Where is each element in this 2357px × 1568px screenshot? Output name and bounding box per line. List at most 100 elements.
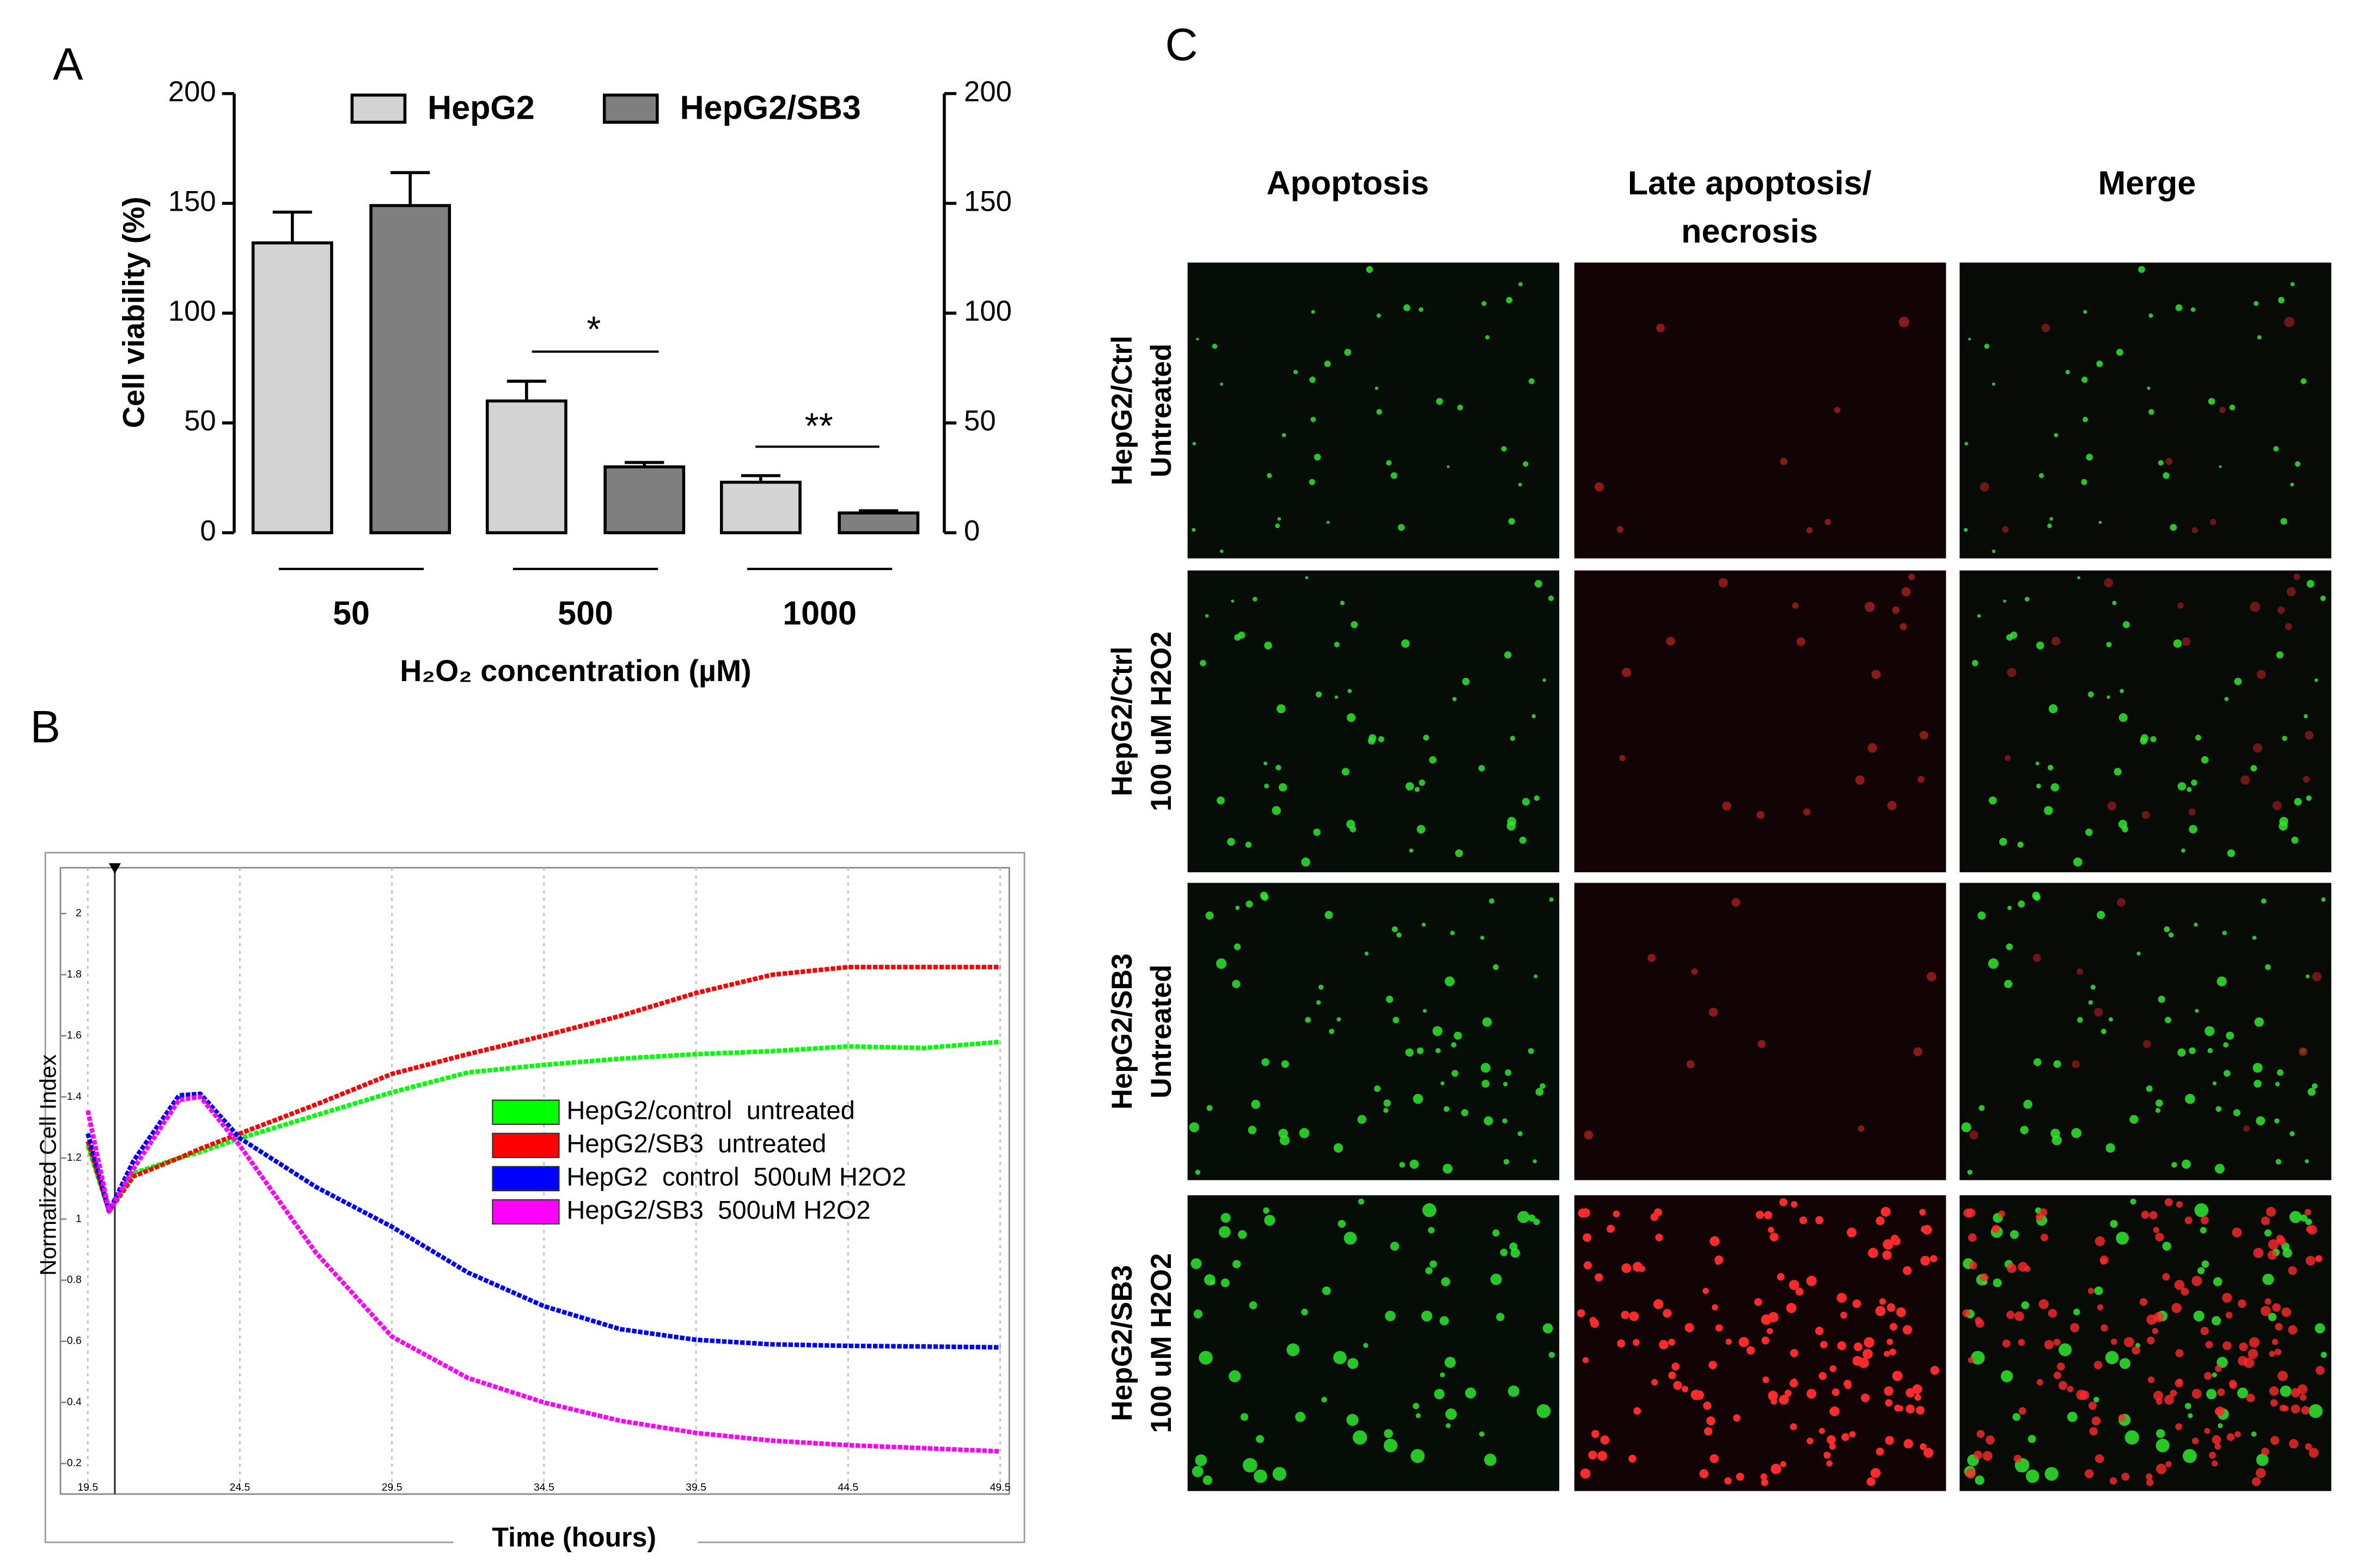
green-cell xyxy=(2156,1099,2163,1107)
green-cell xyxy=(2023,1100,2032,1109)
red-cell xyxy=(1733,1414,1741,1422)
green-cell xyxy=(1218,1226,1231,1238)
red-cell xyxy=(2041,323,2050,333)
green-cell xyxy=(1256,1435,1264,1443)
red-cell xyxy=(2175,1349,2184,1357)
red-cell xyxy=(2153,1391,2163,1401)
green-cell xyxy=(1428,1227,1435,1234)
green-cell xyxy=(1351,621,1358,628)
green-cell xyxy=(1316,1000,1321,1005)
green-cell xyxy=(1344,1232,1357,1245)
green-cell xyxy=(2200,1227,2207,1234)
green-cell xyxy=(2021,1301,2030,1309)
green-cell xyxy=(1405,782,1414,791)
red-cell xyxy=(2277,1237,2286,1246)
green-cell xyxy=(2306,580,2315,588)
red-cell xyxy=(2253,1247,2264,1258)
green-cell xyxy=(2083,310,2087,314)
row-label: HepG2/Ctrl xyxy=(1106,646,1138,796)
green-cell xyxy=(1421,922,1426,927)
green-cell xyxy=(1264,783,1269,788)
green-cell xyxy=(2116,1232,2129,1245)
legend-label: HepG2/SB3 500uM H2O2 xyxy=(566,1195,870,1224)
green-cell xyxy=(1272,806,1281,815)
red-cell xyxy=(1868,1247,1878,1258)
green-cell xyxy=(1272,1467,1287,1481)
green-cell xyxy=(2035,761,2040,765)
green-cell xyxy=(2215,1106,2222,1112)
green-cell xyxy=(1440,1372,1445,1377)
green-cell xyxy=(1504,651,1512,659)
red-cell xyxy=(1686,1060,1695,1068)
green-cell xyxy=(2275,1159,2281,1165)
red-cell xyxy=(1580,1468,1591,1479)
red-cell xyxy=(2094,1007,2103,1017)
red-cell xyxy=(1724,1477,1732,1485)
green-cell xyxy=(2171,1162,2177,1168)
red-cell xyxy=(1764,1211,1773,1220)
green-cell xyxy=(2158,995,2165,1003)
green-cell xyxy=(1386,460,1392,466)
red-cell xyxy=(1861,1393,1870,1402)
green-cell xyxy=(1441,1277,1450,1287)
red-cell xyxy=(2002,526,2009,533)
green-cell xyxy=(2252,1063,2263,1073)
red-cell xyxy=(1884,1386,1894,1396)
red-cell xyxy=(2305,1255,2316,1266)
green-cell xyxy=(2189,1047,2196,1055)
green-cell xyxy=(2119,1358,2130,1369)
y2-tick-label: 150 xyxy=(964,185,1012,217)
green-cell xyxy=(1293,370,1298,375)
red-cell xyxy=(1666,636,1675,646)
green-cell xyxy=(1503,1159,1510,1165)
red-cell xyxy=(2288,1325,2298,1335)
red-cell xyxy=(1776,1273,1785,1281)
green-cell xyxy=(1528,378,1535,384)
green-cell xyxy=(2081,479,2087,485)
red-cell xyxy=(1756,1210,1764,1219)
green-cell xyxy=(2213,1277,2222,1287)
red-cell xyxy=(2139,1298,2148,1306)
green-cell xyxy=(1979,1105,1985,1111)
green-cell xyxy=(2273,446,2279,452)
red-cell xyxy=(2093,1361,2103,1369)
red-cell xyxy=(2164,1198,2173,1206)
green-cell xyxy=(2036,641,2044,650)
green-cell xyxy=(1439,1316,1449,1326)
green-cell xyxy=(1347,689,1352,693)
red-cell xyxy=(1831,1388,1840,1396)
red-cell xyxy=(2291,1404,2300,1414)
green-cell xyxy=(2233,1109,2240,1117)
green-cell xyxy=(2118,713,2128,722)
red-cell xyxy=(1992,1224,2000,1233)
red-cell xyxy=(1843,1380,1852,1388)
red-cell xyxy=(2297,1384,2307,1394)
red-cell xyxy=(2153,1227,2159,1233)
green-cell xyxy=(1383,1438,1397,1453)
red-cell xyxy=(1577,1309,1585,1318)
x-axis-label: Time (hours) xyxy=(492,1522,656,1553)
micrograph-bg xyxy=(1187,883,1560,1180)
panel-label: B xyxy=(30,702,60,752)
red-cell xyxy=(2099,1255,2109,1264)
red-cell xyxy=(1858,1357,1869,1368)
red-cell xyxy=(1927,972,1937,982)
green-cell xyxy=(1220,382,1223,386)
green-cell xyxy=(1347,1358,1359,1369)
red-cell xyxy=(1668,1338,1675,1346)
green-cell xyxy=(2164,1016,2171,1024)
green-cell xyxy=(2278,297,2285,304)
red-cell xyxy=(2228,1380,2237,1388)
legend-swatch xyxy=(492,1166,560,1192)
green-cell xyxy=(1528,1048,1534,1054)
legend-swatch xyxy=(492,1099,560,1125)
green-cell xyxy=(1540,1083,1546,1089)
green-cell xyxy=(2067,1412,2078,1422)
red-cell xyxy=(1762,1376,1769,1383)
red-cell xyxy=(1864,602,1875,612)
legend-label: HepG2 control 500uM H2O2 xyxy=(566,1162,906,1191)
bar xyxy=(603,465,686,535)
red-cell xyxy=(1779,1198,1788,1206)
green-cell xyxy=(2065,370,2070,375)
legend-swatch xyxy=(350,93,407,124)
